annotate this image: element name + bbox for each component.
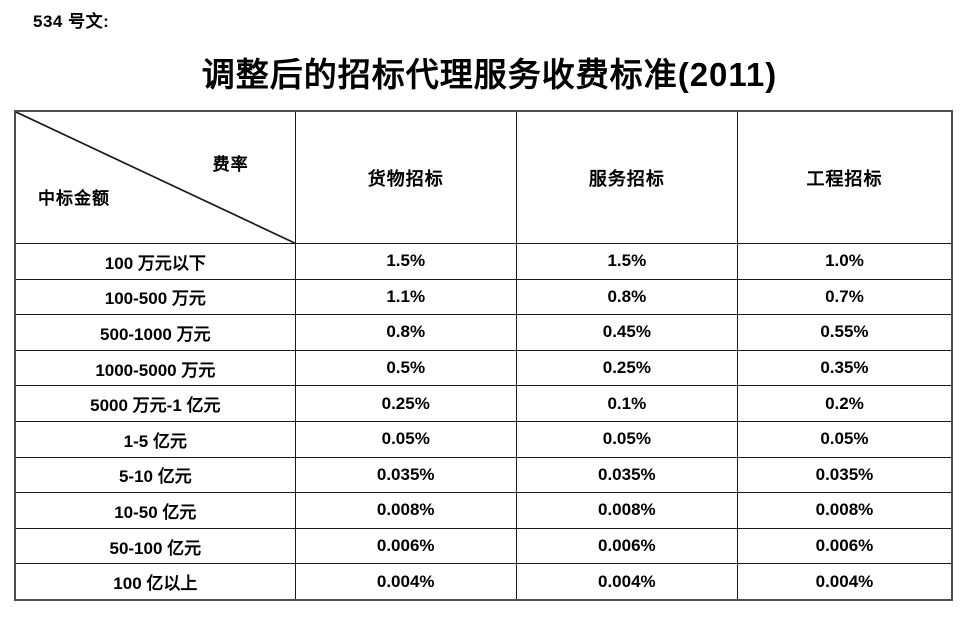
diagonal-divider-line bbox=[16, 112, 295, 243]
fee-rate-table: 费率 中标金额 货物招标 服务招标 工程招标 100 万元以下 1.5% 1.5… bbox=[14, 110, 953, 601]
fee-value-cell: 0.25% bbox=[515, 349, 738, 387]
fee-value-cell: 0.035% bbox=[294, 456, 517, 494]
column-header-service: 服务招标 bbox=[515, 110, 738, 244]
fee-value-cell: 0.035% bbox=[515, 456, 738, 494]
table-row: 1000-5000 万元 0.5% 0.25% 0.35% bbox=[14, 349, 953, 387]
fee-value-cell: 0.35% bbox=[736, 349, 953, 387]
fee-value-cell: 0.55% bbox=[736, 314, 953, 351]
fee-value-cell: 0.8% bbox=[515, 278, 738, 316]
fee-value-cell: 0.05% bbox=[515, 420, 738, 458]
fee-value-cell: 0.5% bbox=[294, 349, 517, 387]
page-title: 调整后的招标代理服务收费标准(2011) bbox=[201, 56, 778, 93]
fee-value-cell: 0.006% bbox=[515, 527, 738, 565]
table-row: 50-100 亿元 0.006% 0.006% 0.006% bbox=[14, 527, 953, 565]
fee-value-cell: 0.05% bbox=[736, 420, 953, 458]
column-header-engineering: 工程招标 bbox=[736, 110, 953, 244]
fee-value-cell: 1.1% bbox=[294, 278, 517, 316]
diagonal-header-cell: 费率 中标金额 bbox=[14, 110, 296, 244]
table-row: 1-5 亿元 0.05% 0.05% 0.05% bbox=[14, 420, 953, 458]
row-label-cell: 5000 万元-1 亿元 bbox=[14, 385, 296, 422]
fee-value-cell: 1.0% bbox=[736, 243, 953, 280]
row-label-cell: 5-10 亿元 bbox=[14, 456, 296, 494]
fee-value-cell: 0.008% bbox=[294, 492, 517, 529]
row-label-cell: 100 万元以下 bbox=[14, 243, 296, 280]
fee-value-cell: 0.006% bbox=[294, 527, 517, 565]
fee-value-cell: 0.1% bbox=[515, 385, 738, 422]
fee-value-cell: 0.7% bbox=[736, 278, 953, 316]
row-label-cell: 10-50 亿元 bbox=[14, 492, 296, 529]
row-label-cell: 1000-5000 万元 bbox=[14, 349, 296, 387]
table-row: 100 亿以上 0.004% 0.004% 0.004% bbox=[14, 563, 953, 601]
fee-value-cell: 1.5% bbox=[515, 243, 738, 280]
fee-value-cell: 0.8% bbox=[294, 314, 517, 351]
fee-value-cell: 0.25% bbox=[294, 385, 517, 422]
row-label-cell: 1-5 亿元 bbox=[14, 420, 296, 458]
row-label-cell: 50-100 亿元 bbox=[14, 527, 296, 565]
table-row: 100-500 万元 1.1% 0.8% 0.7% bbox=[14, 278, 953, 316]
table-row: 5000 万元-1 亿元 0.25% 0.1% 0.2% bbox=[14, 385, 953, 422]
corner-label-fee-rate: 费率 bbox=[212, 155, 249, 174]
fee-value-cell: 1.5% bbox=[294, 243, 517, 280]
fee-value-cell: 0.2% bbox=[736, 385, 953, 422]
column-header-goods: 货物招标 bbox=[294, 110, 517, 244]
fee-value-cell: 0.004% bbox=[515, 563, 738, 601]
table-row: 500-1000 万元 0.8% 0.45% 0.55% bbox=[14, 314, 953, 351]
row-label-cell: 100 亿以上 bbox=[14, 563, 296, 601]
row-label-cell: 500-1000 万元 bbox=[14, 314, 296, 351]
fee-value-cell: 0.004% bbox=[736, 563, 953, 601]
fee-value-cell: 0.45% bbox=[515, 314, 738, 351]
fee-value-cell: 0.006% bbox=[736, 527, 953, 565]
fee-value-cell: 0.008% bbox=[515, 492, 738, 529]
header-row: 费率 中标金额 货物招标 服务招标 工程招标 bbox=[14, 110, 953, 244]
corner-label-bid-amount: 中标金额 bbox=[38, 189, 110, 208]
fee-value-cell: 0.035% bbox=[736, 456, 953, 494]
fee-value-cell: 0.004% bbox=[294, 563, 517, 601]
table-row: 100 万元以下 1.5% 1.5% 1.0% bbox=[14, 243, 953, 280]
fee-value-cell: 0.008% bbox=[736, 492, 953, 529]
table-row: 5-10 亿元 0.035% 0.035% 0.035% bbox=[14, 456, 953, 494]
document-ref-label: 534 号文: bbox=[33, 12, 110, 31]
row-label-cell: 100-500 万元 bbox=[14, 278, 296, 316]
table-row: 10-50 亿元 0.008% 0.008% 0.008% bbox=[14, 492, 953, 529]
fee-value-cell: 0.05% bbox=[294, 420, 517, 458]
